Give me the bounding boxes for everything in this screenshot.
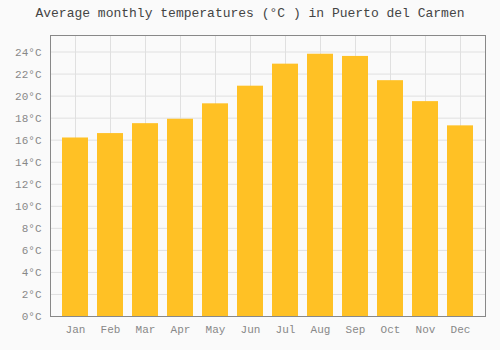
svg-text:Sep: Sep: [346, 324, 366, 336]
svg-text:Mar: Mar: [136, 324, 156, 336]
svg-text:24°C: 24°C: [15, 47, 42, 59]
svg-text:Oct: Oct: [381, 324, 401, 336]
svg-text:12°C: 12°C: [15, 179, 42, 191]
svg-text:Dec: Dec: [451, 324, 471, 336]
svg-text:Apr: Apr: [171, 324, 191, 336]
svg-text:14°C: 14°C: [15, 157, 42, 169]
svg-text:8°C: 8°C: [22, 223, 42, 235]
svg-text:May: May: [206, 324, 226, 336]
svg-text:16°C: 16°C: [15, 135, 42, 147]
svg-text:Jun: Jun: [241, 324, 261, 336]
svg-text:18°C: 18°C: [15, 113, 42, 125]
svg-text:2°C: 2°C: [22, 289, 42, 301]
svg-text:4°C: 4°C: [22, 267, 42, 279]
svg-text:Aug: Aug: [311, 324, 331, 336]
svg-text:22°C: 22°C: [15, 69, 42, 81]
svg-text:10°C: 10°C: [15, 201, 42, 213]
svg-text:Jan: Jan: [66, 324, 86, 336]
svg-text:Jul: Jul: [276, 324, 296, 336]
svg-text:0°C: 0°C: [22, 311, 42, 323]
html-text:Average monthly temperatures (: Average monthly temperatures (°C ) in Pu…: [35, 6, 465, 21]
svg-text:20°C: 20°C: [15, 91, 42, 103]
svg-text:Nov: Nov: [416, 324, 436, 336]
svg-text:Feb: Feb: [101, 324, 121, 336]
svg-text:6°C: 6°C: [22, 245, 42, 257]
